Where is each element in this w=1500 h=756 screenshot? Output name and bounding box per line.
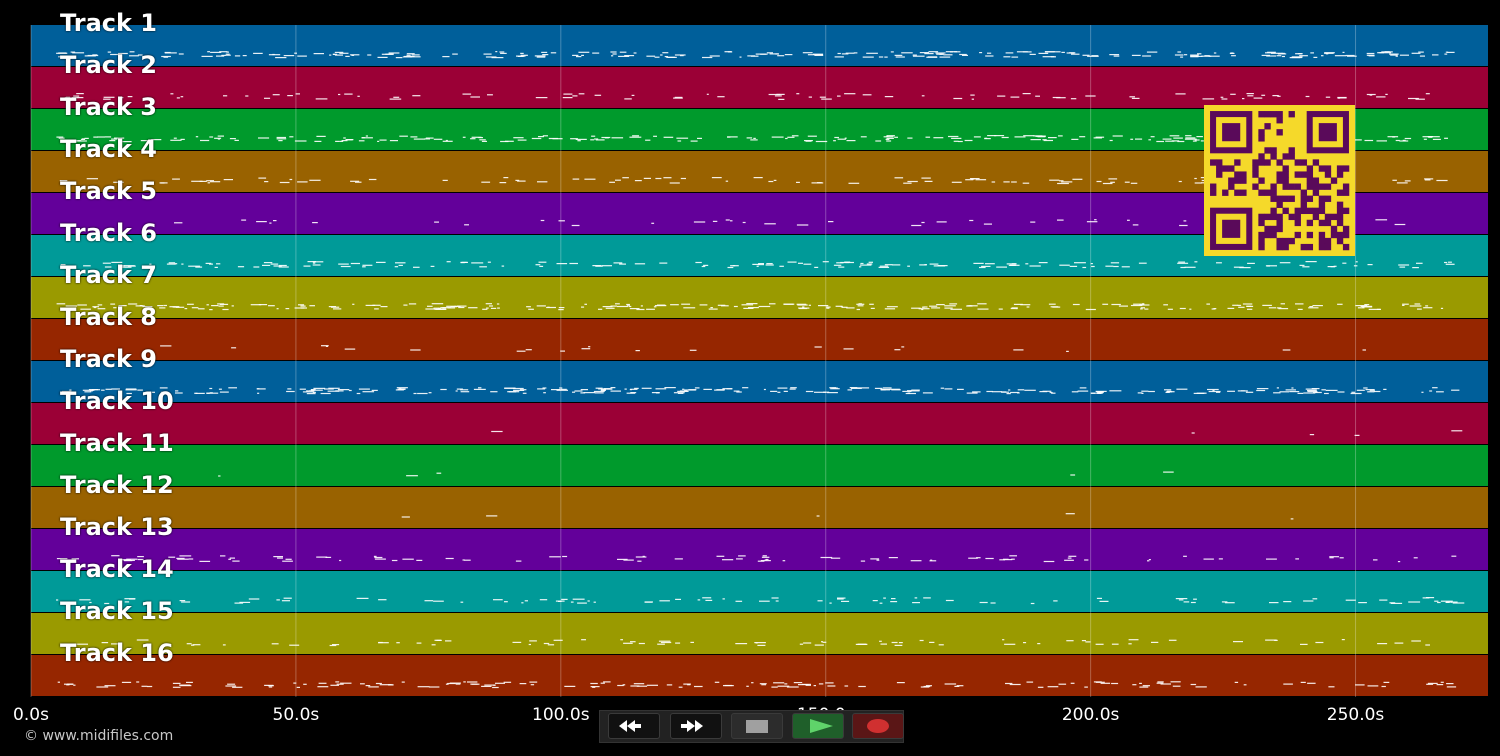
track-lane[interactable] <box>31 655 1488 696</box>
track-label: Track 6 <box>60 219 158 247</box>
track-label: Track 16 <box>60 639 174 667</box>
track-label: Track 7 <box>60 261 158 289</box>
track-label: Track 13 <box>60 513 174 541</box>
copyright-text: © www.midifiles.com <box>24 728 174 744</box>
fast-forward-icon <box>681 720 703 732</box>
time-tick-label: 250.0s <box>1326 705 1385 725</box>
track-lane[interactable] <box>31 67 1488 108</box>
track-label: Track 10 <box>60 387 174 415</box>
track-label: Track 11 <box>60 429 174 457</box>
track-label: Track 12 <box>60 471 174 499</box>
track-lane[interactable] <box>31 277 1488 318</box>
track-lane[interactable] <box>31 529 1488 570</box>
rewind-icon <box>619 720 641 732</box>
track-lane[interactable] <box>31 361 1488 402</box>
track-label: Track 4 <box>60 135 158 163</box>
rewind-button[interactable] <box>608 713 660 739</box>
transport-bar <box>599 710 904 743</box>
track-lane[interactable] <box>31 613 1488 654</box>
track-lane[interactable] <box>31 487 1488 528</box>
track-label: Track 3 <box>60 93 158 121</box>
time-tick-label: 50.0s <box>272 705 320 725</box>
stop-icon <box>746 720 768 733</box>
track-label: Track 5 <box>60 177 158 205</box>
track-lane[interactable] <box>31 403 1488 444</box>
track-label: Track 9 <box>60 345 158 373</box>
track-label: Track 2 <box>60 51 158 79</box>
midi-notes <box>56 51 1465 689</box>
track-label: Track 14 <box>60 555 174 583</box>
track-lane[interactable] <box>31 571 1488 612</box>
track-lane[interactable] <box>31 319 1488 360</box>
play-icon <box>810 719 833 733</box>
stop-button[interactable] <box>731 713 783 739</box>
track-label: Track 15 <box>60 597 174 625</box>
time-tick-label: 200.0s <box>1061 705 1120 725</box>
qr-code <box>1204 105 1355 256</box>
record-icon <box>867 719 889 733</box>
time-tick-label: 0.0s <box>13 705 49 725</box>
track-label: Track 8 <box>60 303 158 331</box>
track-lane[interactable] <box>31 445 1488 486</box>
record-button[interactable] <box>852 713 904 739</box>
fast-forward-button[interactable] <box>670 713 722 739</box>
time-tick-label: 100.0s <box>532 705 590 725</box>
play-button[interactable] <box>792 713 844 739</box>
track-label: Track 1 <box>60 9 158 37</box>
track-lane[interactable] <box>31 25 1488 66</box>
